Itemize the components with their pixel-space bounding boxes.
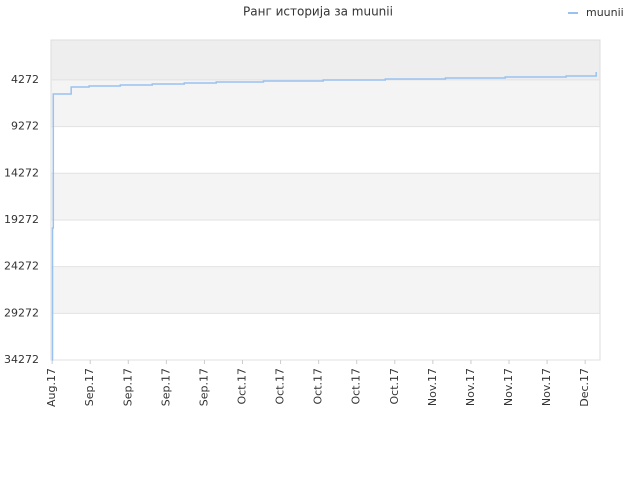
band bbox=[51, 267, 600, 313]
x-tick-label: Oct.17 bbox=[274, 368, 287, 405]
y-tick-label: 34272 bbox=[4, 353, 39, 366]
x-tick-label: Nov.17 bbox=[426, 368, 439, 406]
band bbox=[51, 80, 600, 127]
x-tick-label: Oct.17 bbox=[236, 368, 249, 405]
x-tick-label: Dec.17 bbox=[578, 368, 591, 407]
y-tick-label: 4272 bbox=[11, 73, 39, 86]
y-tick-label: 29272 bbox=[4, 306, 39, 319]
x-tick-label: Sep.17 bbox=[197, 368, 210, 406]
chart-title: Ранг историја за muunii bbox=[243, 5, 393, 19]
x-tick-label: Nov.17 bbox=[502, 368, 515, 406]
x-tick-label: Nov.17 bbox=[464, 368, 477, 406]
y-tick-label: 19272 bbox=[4, 213, 39, 226]
x-tick-label: Oct.17 bbox=[388, 368, 401, 405]
y-tick-label: 9272 bbox=[11, 120, 39, 133]
y-tick-label: 24272 bbox=[4, 260, 39, 273]
x-tick-label: Oct.17 bbox=[350, 368, 363, 405]
band bbox=[51, 40, 600, 80]
x-tick-label: Aug.17 bbox=[45, 368, 58, 407]
legend-label: muunii bbox=[586, 6, 624, 19]
band bbox=[51, 173, 600, 220]
x-tick-label: Sep.17 bbox=[121, 368, 134, 406]
line bbox=[51, 71, 597, 361]
y-tick-label: 14272 bbox=[4, 166, 39, 179]
x-tick-label: Sep.17 bbox=[83, 368, 96, 406]
x-tick-label: Oct.17 bbox=[312, 368, 325, 405]
x-tick-label: Nov.17 bbox=[540, 368, 553, 406]
x-tick-label: Sep.17 bbox=[159, 368, 172, 406]
